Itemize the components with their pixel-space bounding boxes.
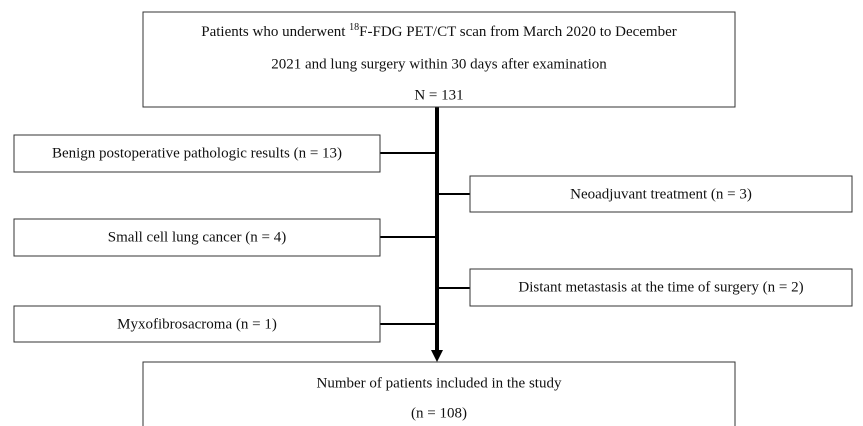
superscript: 18 [349,22,359,33]
text-segment: Patients who underwent [201,24,349,40]
bottom-box [142,361,736,426]
exclusion-box [469,175,853,213]
exclusion-box [469,268,853,307]
top-box-line: Patients who underwent 18F-FDG PET/CT sc… [201,22,676,40]
exclusion-label: Neoadjuvant treatment (n = 3) [570,186,752,202]
arrowhead [431,350,443,362]
exclusion-label: Distant metastasis at the time of surger… [518,279,803,295]
exclusion-label: Small cell lung cancer (n = 4) [108,229,286,245]
top-box [142,11,736,108]
exclusion-box [13,134,381,173]
exclusion-label: Benign postoperative pathologic results … [52,145,342,161]
text-segment: F-FDG PET/CT scan from March 2020 to Dec… [359,24,677,40]
bottom-box-line: (n = 108) [411,405,467,421]
bottom-box-line: Number of patients included in the study [317,375,562,391]
exclusion-box [13,218,381,257]
exclusion-box [13,305,381,343]
top-box-line: N = 131 [414,87,463,103]
exclusion-label: Myxofibrosacroma (n = 1) [117,316,277,332]
top-box-line: 2021 and lung surgery within 30 days aft… [271,56,607,72]
